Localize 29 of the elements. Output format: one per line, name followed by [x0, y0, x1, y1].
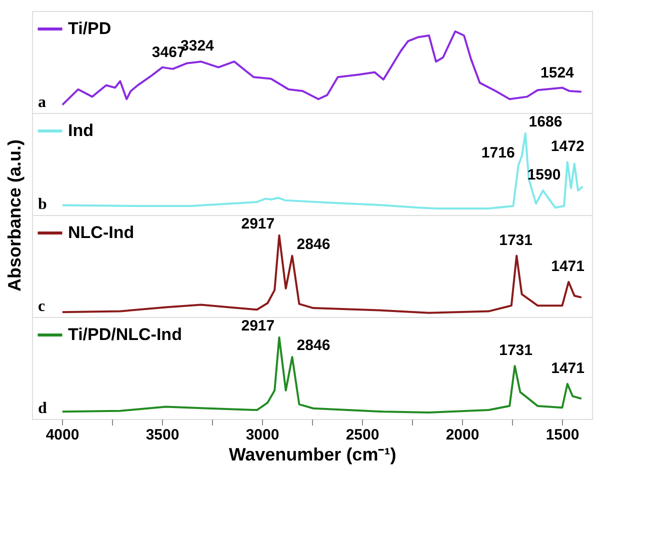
annotation: 1471 — [551, 258, 584, 275]
x-tick-label: 4000 — [46, 426, 80, 444]
legend-label: Ti/PD — [68, 19, 112, 38]
annotation: a — [38, 94, 46, 111]
annotation: b — [38, 196, 47, 213]
y-axis-title: Absorbance (a.u.) — [4, 139, 24, 292]
annotation: 1731 — [499, 342, 532, 359]
annotation: 2917 — [241, 215, 275, 232]
legend-label: Ti/PD/NLC-Ind — [68, 325, 182, 344]
annotation: 1471 — [551, 360, 584, 377]
annotation: 2846 — [296, 236, 330, 253]
x-tick-label: 3500 — [146, 426, 180, 444]
x-tick-label: 3000 — [246, 426, 280, 444]
annotation: 2917 — [241, 317, 275, 334]
annotation: 1524 — [540, 64, 575, 82]
legend-label: NLC-Ind — [68, 223, 134, 242]
annotation: 1590 — [527, 166, 561, 184]
annotation: 1686 — [528, 113, 562, 130]
annotation: d — [38, 400, 47, 417]
x-tick-label: 2500 — [346, 426, 380, 444]
x-tick-label: 1500 — [546, 426, 580, 444]
annotation: 2846 — [296, 336, 330, 354]
annotation: 1472 — [550, 138, 584, 155]
legend-label: Ind — [68, 121, 94, 140]
annotation: 1731 — [499, 232, 532, 249]
annotation: c — [38, 298, 46, 315]
annotation: 1716 — [481, 144, 515, 162]
x-tick-label: 2000 — [446, 426, 480, 444]
x-axis-title: Wavenumber (cm⁻¹) — [228, 444, 396, 464]
